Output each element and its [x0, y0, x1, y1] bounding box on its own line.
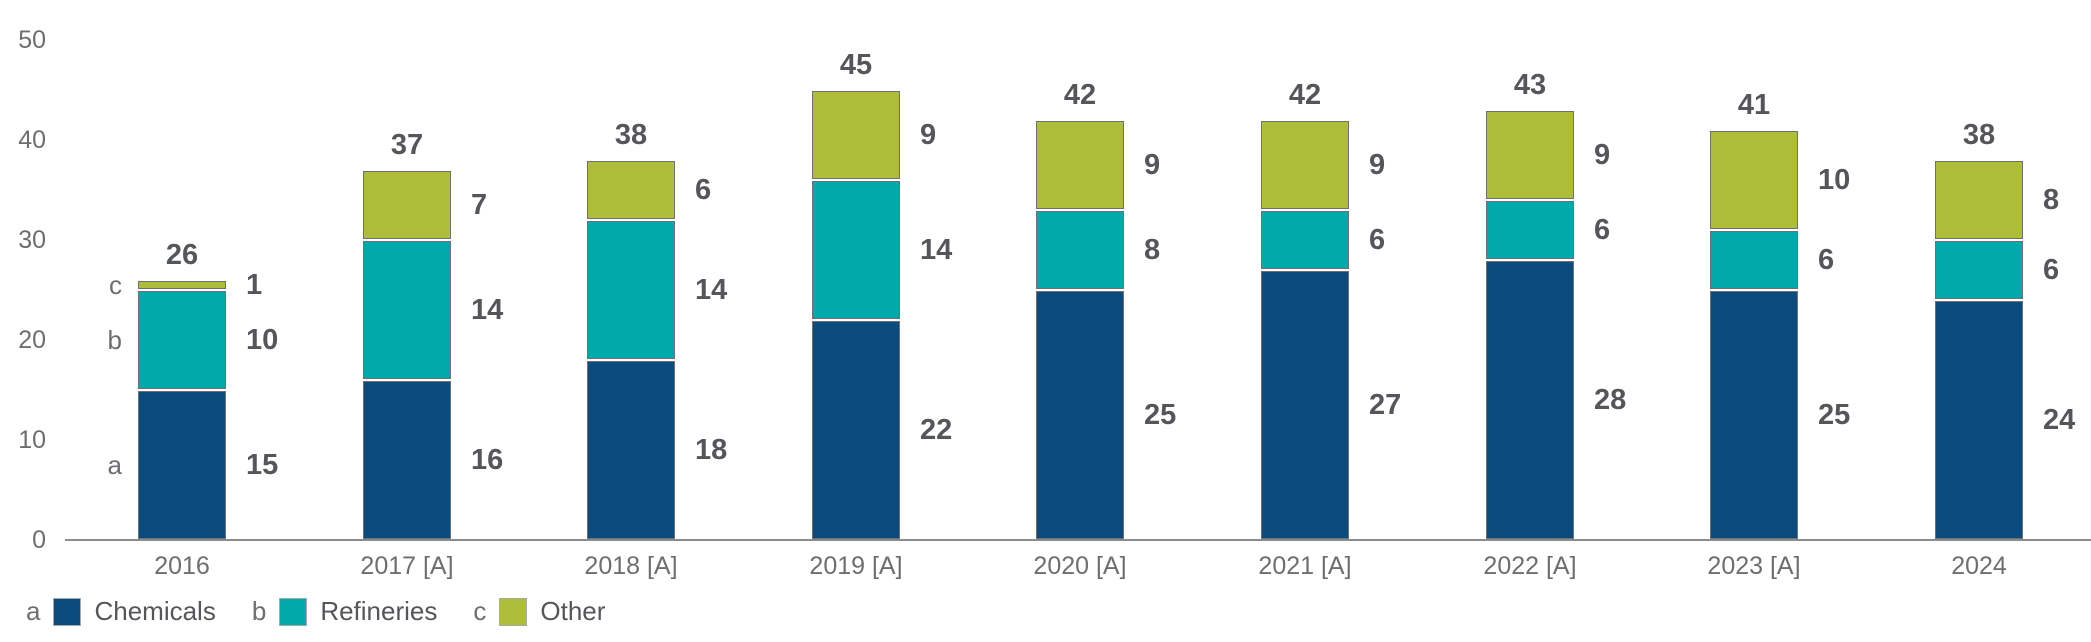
- legend-label: Chemicals: [94, 596, 216, 626]
- bar-total-label: 42: [1288, 79, 1322, 111]
- bar-segment-other: [1935, 161, 2023, 239]
- bar-segment-other: [587, 161, 675, 219]
- bar-segment-chemicals: [1036, 291, 1124, 539]
- bar-segment-refineries: [1710, 231, 1798, 289]
- bar-segment-chemicals: [1261, 271, 1349, 539]
- segment-value-label: 1: [246, 269, 263, 301]
- segment-value-label: 28: [1594, 384, 1627, 416]
- bar-segment-chemicals: [587, 361, 675, 539]
- bar-total-label: 43: [1513, 69, 1547, 101]
- segment-value-label: 18: [695, 434, 728, 466]
- bar-segment-chemicals: [1710, 291, 1798, 539]
- segment-letter-label: c: [109, 270, 122, 300]
- y-axis-tick-label: 30: [18, 226, 46, 254]
- legend-key-letter: c: [473, 596, 487, 626]
- bar-total-label: 45: [839, 49, 873, 81]
- bar-segment-other: [1486, 111, 1574, 199]
- legend-swatch: [53, 597, 82, 626]
- legend-label: Other: [540, 596, 606, 626]
- legend-item-refineries: b Refineries: [252, 596, 438, 627]
- bar-segment-other: [812, 91, 900, 179]
- x-axis-category-label: 2018 [A]: [584, 552, 678, 580]
- bar-total-label: 42: [1063, 79, 1097, 111]
- x-axis-category-label: 2019 [A]: [809, 552, 903, 580]
- segment-value-label: 6: [1369, 224, 1386, 256]
- segment-value-label: 8: [1144, 234, 1161, 266]
- bar-segment-other: [363, 171, 451, 239]
- segment-value-label: 14: [471, 294, 504, 326]
- bar-segment-chemicals: [363, 381, 451, 539]
- legend-key-letter: b: [251, 596, 267, 626]
- segment-value-label: 10: [1818, 164, 1851, 196]
- x-axis-category-label: 2024: [1951, 552, 2007, 580]
- y-axis-tick-label: 10: [18, 426, 46, 454]
- bar-total-label: 37: [390, 129, 424, 161]
- segment-value-label: 15: [246, 449, 279, 481]
- bar-segment-refineries: [812, 181, 900, 319]
- bar-segment-other: [1710, 131, 1798, 229]
- segment-value-label: 9: [920, 119, 937, 151]
- segment-value-label: 9: [1369, 149, 1386, 181]
- segment-value-label: 9: [1144, 149, 1161, 181]
- segment-value-label: 7: [471, 189, 488, 221]
- x-axis-category-label: 2023 [A]: [1707, 552, 1801, 580]
- segment-letter-label: a: [107, 450, 122, 480]
- x-axis-category-label: 2021 [A]: [1258, 552, 1352, 580]
- y-axis-tick-label: 40: [18, 126, 46, 154]
- segment-value-label: 24: [2043, 404, 2076, 436]
- bar-segment-chemicals: [1935, 301, 2023, 539]
- legend: a Chemicals b Refineries c Other: [26, 596, 605, 627]
- segment-value-label: 6: [1594, 214, 1611, 246]
- x-axis-line: [65, 539, 2091, 541]
- bar-segment-chemicals: [812, 321, 900, 539]
- segment-value-label: 6: [695, 174, 712, 206]
- segment-value-label: 14: [695, 274, 728, 306]
- x-axis-category-label: 2020 [A]: [1033, 552, 1127, 580]
- segment-value-label: 6: [1818, 244, 1835, 276]
- legend-item-chemicals: a Chemicals: [26, 596, 216, 627]
- bar-segment-refineries: [1486, 201, 1574, 259]
- segment-value-label: 6: [2043, 254, 2060, 286]
- segment-value-label: 14: [920, 234, 953, 266]
- bar-segment-refineries: [1935, 241, 2023, 299]
- segment-value-label: 22: [920, 414, 953, 446]
- bar-total-label: 38: [614, 119, 648, 151]
- segment-value-label: 27: [1369, 389, 1402, 421]
- segment-value-label: 8: [2043, 184, 2060, 216]
- segment-letter-label: b: [107, 325, 122, 355]
- segment-value-label: 10: [246, 324, 279, 356]
- legend-key-letter: a: [26, 596, 41, 626]
- bar-segment-refineries: [363, 241, 451, 379]
- bar-segment-refineries: [138, 291, 226, 389]
- bar-segment-chemicals: [1486, 261, 1574, 539]
- legend-label: Refineries: [320, 596, 438, 626]
- x-axis-category-label: 2017 [A]: [360, 552, 454, 580]
- x-axis-category-label: 2016: [154, 552, 210, 580]
- bar-total-label: 26: [165, 239, 199, 271]
- bar-segment-refineries: [587, 221, 675, 359]
- segment-value-label: 16: [471, 444, 504, 476]
- segment-value-label: 25: [1818, 399, 1851, 431]
- bar-total-label: 38: [1962, 119, 1996, 151]
- bar-segment-other: [138, 281, 226, 289]
- segment-value-label: 25: [1144, 399, 1177, 431]
- bar-segment-other: [1036, 121, 1124, 209]
- x-axis-category-label: 2022 [A]: [1483, 552, 1577, 580]
- bar-total-label: 41: [1737, 89, 1771, 121]
- bar-segment-other: [1261, 121, 1349, 209]
- legend-swatch: [279, 597, 308, 626]
- y-axis-tick-label: 50: [18, 26, 46, 54]
- segment-value-label: 9: [1594, 139, 1611, 171]
- legend-swatch: [499, 597, 528, 626]
- y-axis-tick-label: 20: [18, 326, 46, 354]
- bar-segment-chemicals: [138, 391, 226, 539]
- legend-item-other: c Other: [473, 596, 605, 627]
- bar-segment-refineries: [1036, 211, 1124, 289]
- bar-segment-refineries: [1261, 211, 1349, 269]
- y-axis-tick-label: 0: [32, 526, 46, 554]
